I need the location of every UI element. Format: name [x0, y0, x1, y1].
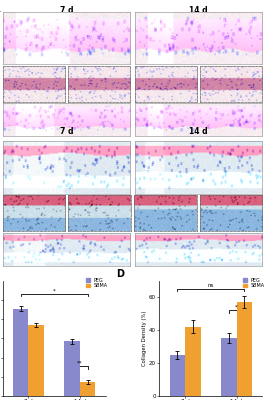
Text: 14 d: 14 d: [189, 127, 208, 136]
Bar: [170, 355, 185, 396]
Text: ns: ns: [208, 283, 214, 288]
Text: D: D: [116, 269, 124, 279]
Legend: PEG, SBMA: PEG, SBMA: [86, 277, 108, 289]
Bar: [13, 308, 28, 396]
Text: *: *: [53, 288, 56, 294]
Text: **: **: [77, 361, 83, 366]
Bar: [80, 382, 95, 396]
Bar: [64, 341, 80, 396]
Legend: PEG, SBMA: PEG, SBMA: [242, 277, 265, 289]
Text: 7 d: 7 d: [60, 127, 73, 136]
Bar: [28, 325, 44, 396]
Bar: [185, 327, 201, 396]
Y-axis label: Collagen Density (%): Collagen Density (%): [142, 310, 147, 366]
Text: 7 d: 7 d: [60, 6, 73, 15]
Text: *: *: [235, 305, 238, 310]
Bar: [221, 338, 237, 396]
Bar: [237, 302, 252, 396]
Text: 14 d: 14 d: [189, 6, 208, 15]
